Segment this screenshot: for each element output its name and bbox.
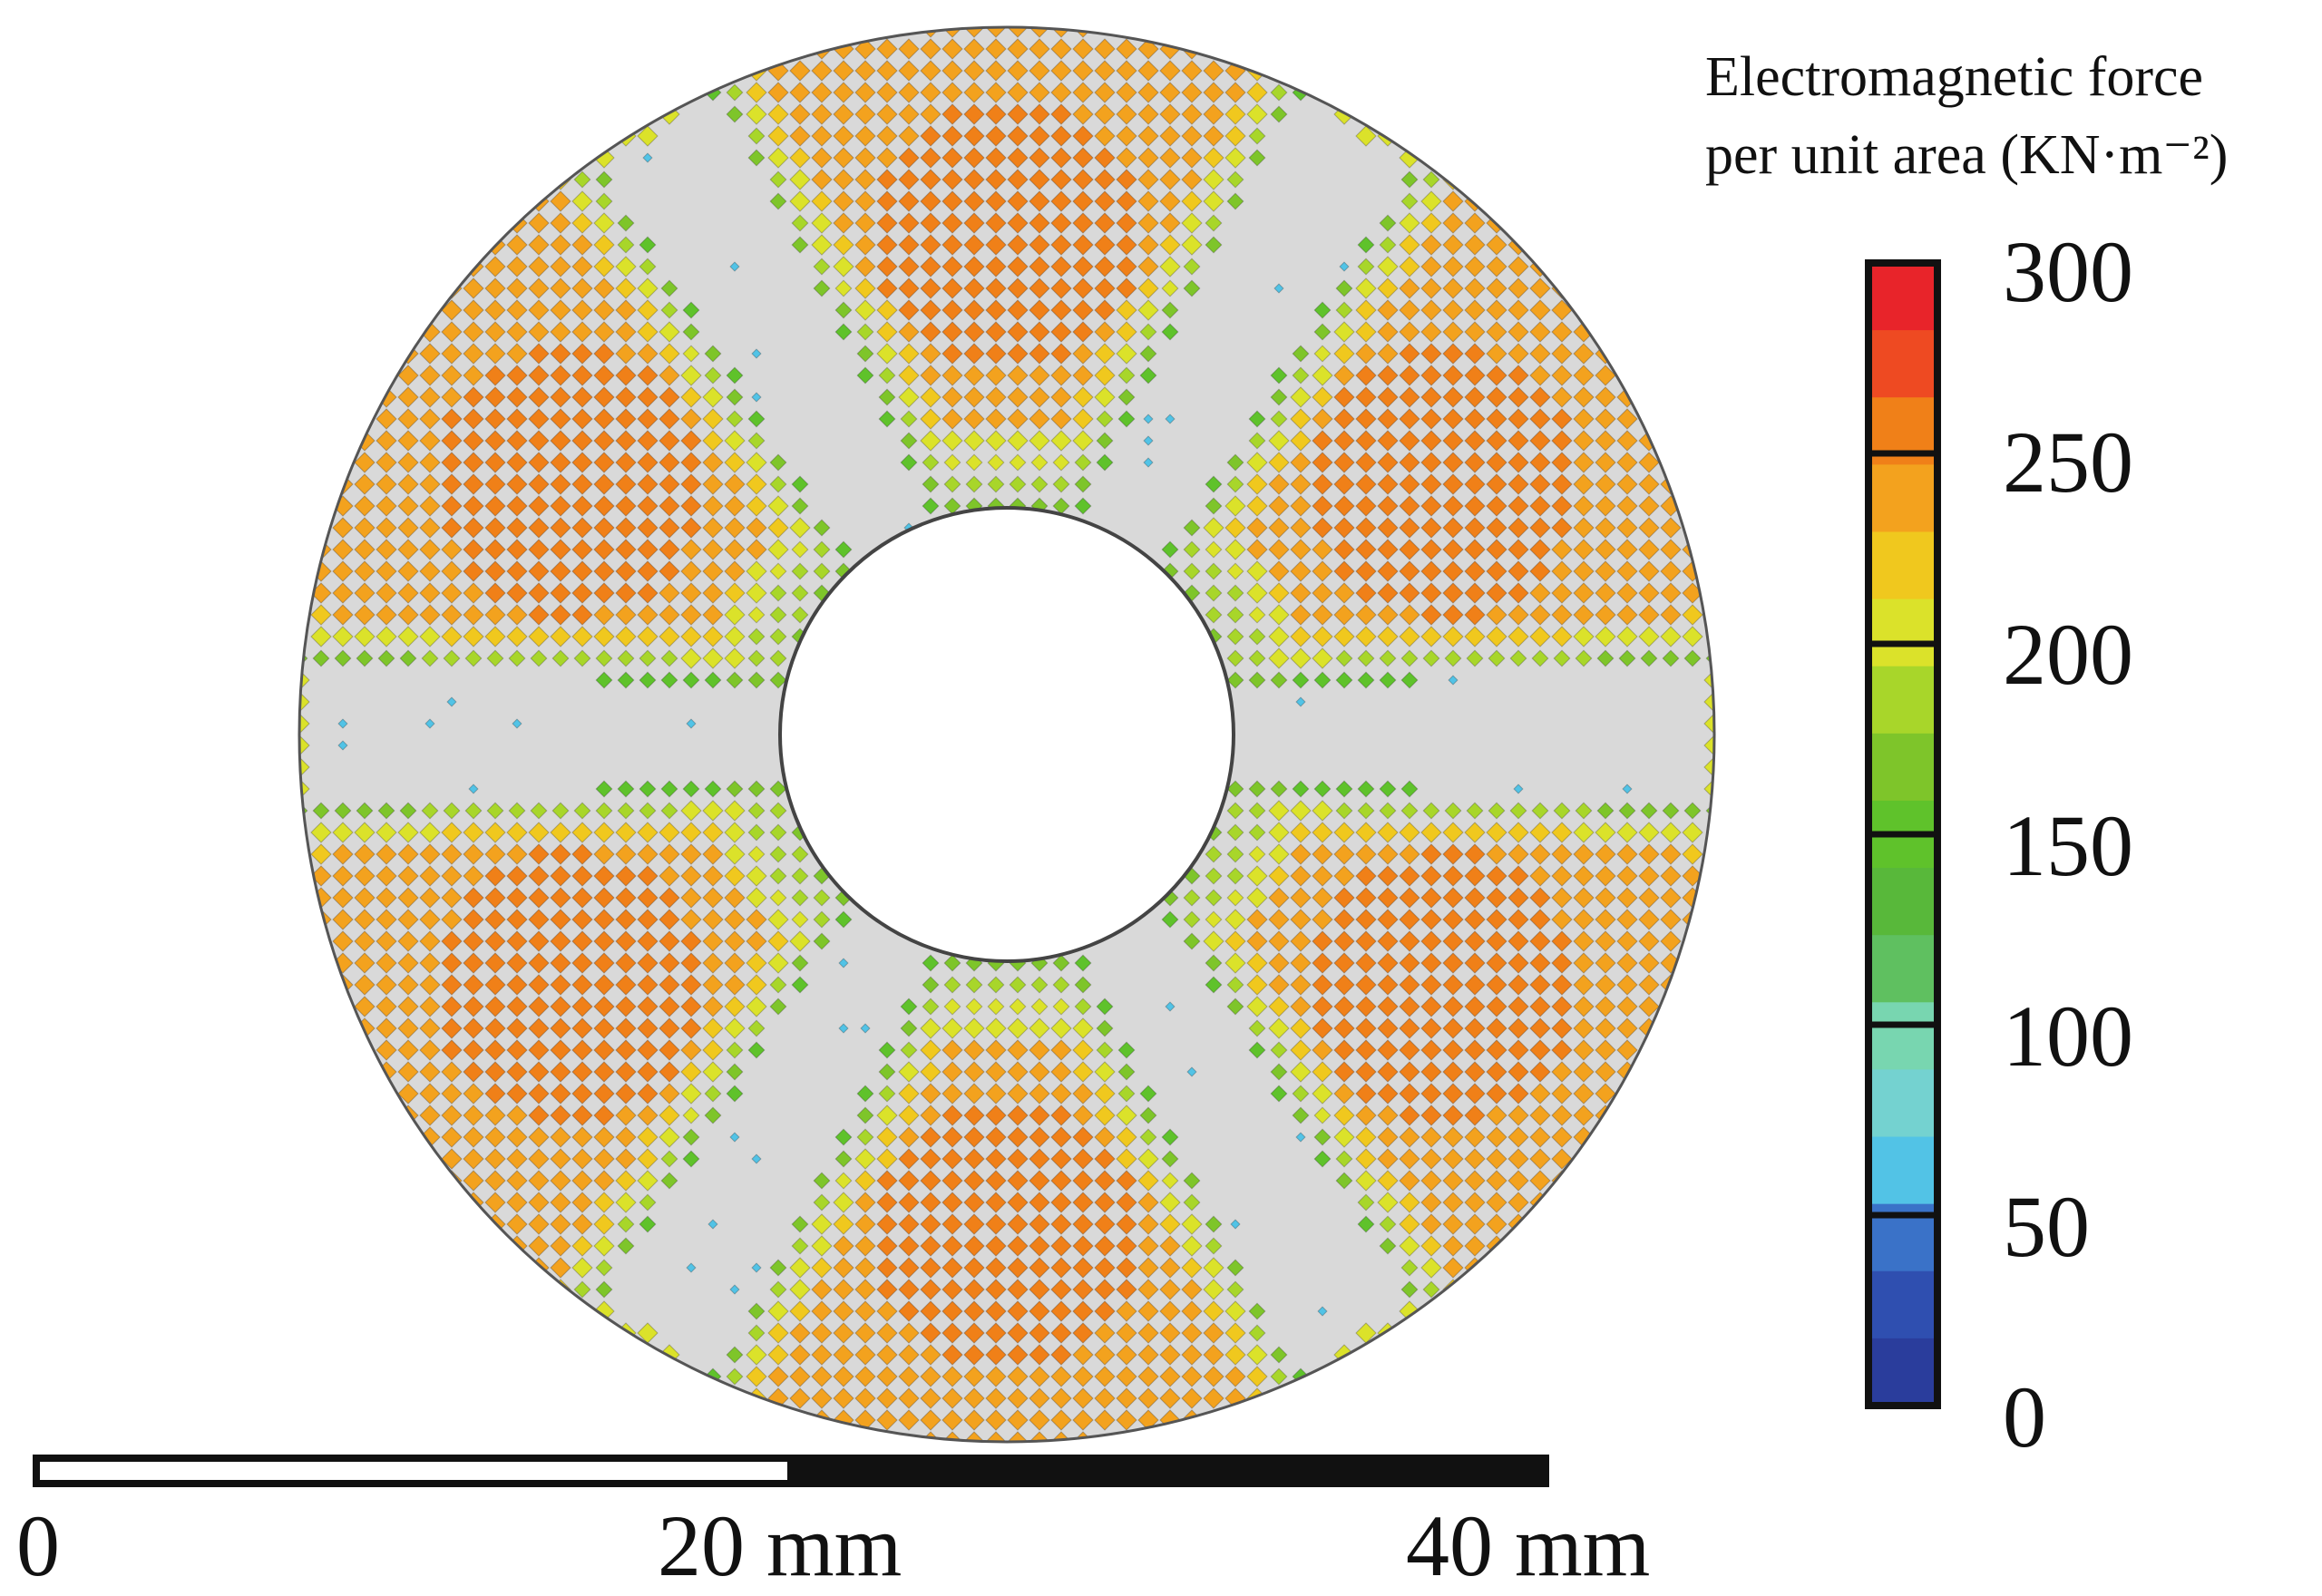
- color-bar-band: [1868, 330, 1937, 398]
- color-bar-band: [1868, 868, 1937, 936]
- scale-bar-black-segment: [791, 1455, 1549, 1487]
- legend-tick-0: 0: [2003, 1374, 2046, 1461]
- color-bar-band: [1868, 935, 1937, 1003]
- color-bar-band: [1868, 734, 1937, 802]
- legend-tick-150: 150: [2003, 803, 2133, 890]
- scale-label-40mm: 40 mm: [1406, 1496, 1650, 1596]
- scale-bar-white-segment: [36, 1458, 791, 1484]
- scale-bar: [27, 1449, 1587, 1494]
- color-bar-band: [1868, 1271, 1937, 1339]
- color-bar-band: [1868, 1137, 1937, 1205]
- color-bar-band: [1868, 1069, 1937, 1137]
- disc-inner-hole: [780, 508, 1234, 961]
- color-bar-band: [1868, 1338, 1937, 1406]
- color-bar-band: [1868, 599, 1937, 667]
- color-bar-band: [1868, 464, 1937, 532]
- color-bar: [1859, 254, 1968, 1433]
- legend-tick-50: 50: [2003, 1183, 2090, 1270]
- legend-title-line-1: Electromagnetic force: [1705, 38, 2304, 116]
- legend-tick-300: 300: [2003, 229, 2133, 316]
- legend-title: Electromagnetic force per unit area (KN·…: [1705, 38, 2304, 194]
- color-bar-band: [1868, 263, 1937, 331]
- color-bar-band: [1868, 1002, 1937, 1070]
- scale-label-20mm: 20 mm: [658, 1496, 902, 1596]
- legend-tick-100: 100: [2003, 993, 2133, 1080]
- legend-tick-200: 200: [2003, 611, 2133, 698]
- color-bar-band: [1868, 531, 1937, 599]
- legend-tick-250: 250: [2003, 419, 2133, 506]
- legend-title-line-2: per unit area (KN·m⁻²): [1705, 116, 2304, 194]
- scale-label-0: 0: [16, 1496, 60, 1596]
- color-bar-band: [1868, 667, 1937, 735]
